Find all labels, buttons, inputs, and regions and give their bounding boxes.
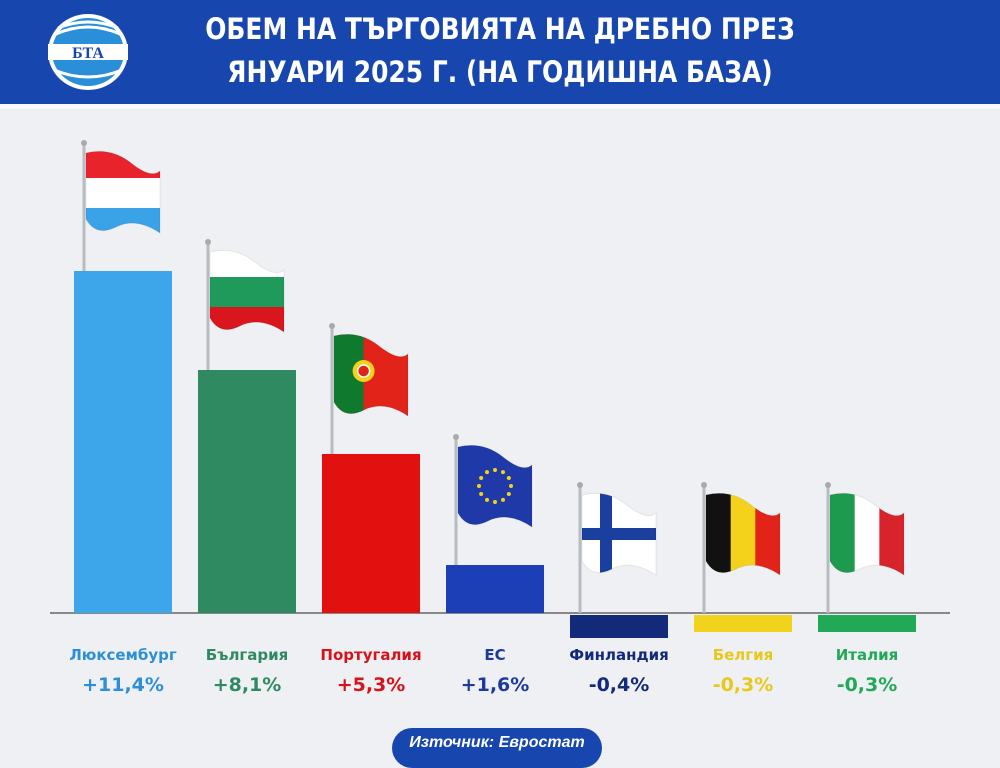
svg-text:БТА: БТА (72, 45, 104, 62)
data-label: -0,3% (836, 674, 898, 696)
portugal-flag-icon (329, 323, 409, 454)
title-line-2: ЯНУАРИ 2025 Г. (НА ГОДИШНА БАЗА) (227, 55, 773, 89)
category-label-3: ЕС +1,6% (430, 646, 560, 696)
bar-1 (198, 370, 296, 613)
data-label: +8,1% (212, 674, 282, 696)
luxembourg-flag-icon (81, 140, 161, 271)
category-label-0: Люксембург +11,4% (58, 646, 188, 696)
belgium-flag-icon (701, 482, 781, 613)
page-title: ОБЕМ НА ТЪРГОВИЯТА НА ДРЕБНО ПРЕЗ ЯНУАРИ… (199, 8, 801, 94)
category-name: България (205, 646, 289, 664)
title-line-1: ОБЕМ НА ТЪРГОВИЯТА НА ДРЕБНО ПРЕЗ (205, 12, 795, 46)
bar-6 (818, 615, 916, 632)
data-label: +5,3% (336, 674, 406, 696)
category-label-6: Италия -0,3% (802, 646, 932, 696)
eu-flag-icon (453, 434, 533, 565)
bar-0 (74, 271, 172, 613)
header-banner: БТА ОБЕМ НА ТЪРГОВИЯТА НА ДРЕБНО ПРЕЗ ЯН… (0, 0, 1000, 104)
bar-5 (694, 615, 792, 632)
bar-2 (322, 454, 420, 613)
finland-flag-icon (577, 482, 657, 613)
category-name: Люксембург (69, 646, 177, 664)
source-badge: Източник: Евростат (392, 728, 602, 768)
category-label-4: Финландия -0,4% (554, 646, 684, 696)
category-label-1: България +8,1% (182, 646, 312, 696)
category-name: ЕС (484, 646, 506, 664)
data-label: -0,3% (712, 674, 774, 696)
category-name: Белгия (712, 646, 774, 664)
category-name: Португалия (320, 646, 422, 664)
italy-flag-icon (825, 482, 905, 613)
category-label-2: Португалия +5,3% (306, 646, 436, 696)
category-name: Финландия (569, 646, 669, 664)
data-label: +1,6% (460, 674, 530, 696)
bar-3 (446, 565, 544, 613)
bulgaria-flag-icon (205, 239, 285, 370)
category-label-5: Белгия -0,3% (678, 646, 808, 696)
category-name: Италия (835, 646, 899, 664)
data-label: -0,4% (588, 674, 650, 696)
bta-logo-icon: БТА (48, 14, 128, 90)
source-text: Източник: Евростат (409, 734, 585, 751)
bar-4 (570, 615, 668, 638)
header-divider (0, 104, 1000, 109)
data-label: +11,4% (82, 674, 164, 696)
